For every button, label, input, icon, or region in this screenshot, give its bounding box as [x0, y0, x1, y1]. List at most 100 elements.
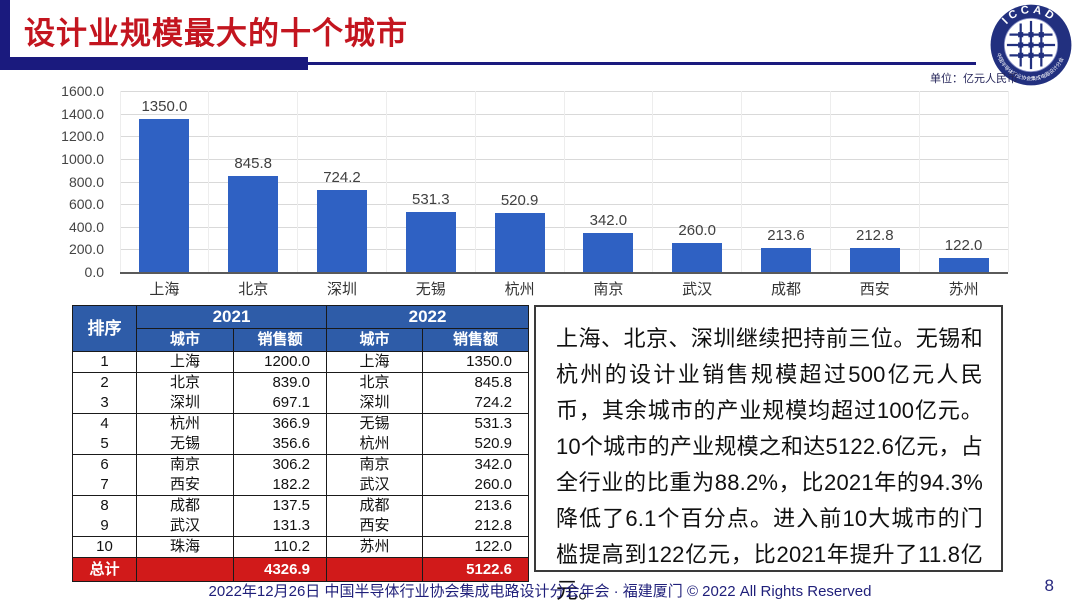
cell-sales2021: 137.5 — [232, 495, 328, 516]
vertical-gridline — [208, 91, 210, 272]
x-category-label: 深圳 — [326, 281, 357, 298]
cell-city2022: 南京 — [326, 454, 424, 475]
table-header-sales-2022: 销售额 — [422, 328, 530, 352]
bar-value-label: 260.0 — [678, 221, 716, 239]
bar-武汉 — [672, 242, 723, 272]
summary-text: 上海、北京、深圳继续把持前三位。无锡和杭州的设计业销售规模超过500亿元人民币，… — [556, 326, 983, 603]
total-empty-city-2022 — [326, 557, 424, 582]
table-row: 2 北京 839.0 北京 845.8 — [72, 372, 530, 393]
table-header-city-2021: 城市 — [136, 328, 234, 352]
bar-value-label: 845.8 — [234, 155, 272, 173]
table-row: 10 珠海 110.2 苏州 122.0 — [72, 536, 530, 558]
table-row: 4 杭州 366.9 无锡 531.3 — [72, 413, 530, 434]
bar-value-label: 520.9 — [500, 192, 539, 210]
cell-city2022: 深圳 — [326, 393, 424, 414]
cell-city2021: 南京 — [136, 454, 234, 475]
table-row: 8 成都 137.5 成都 213.6 — [72, 495, 530, 516]
title-underline-thick — [0, 57, 308, 70]
cell-sales2021: 697.1 — [232, 393, 328, 414]
summary-text-box: 上海、北京、深圳继续把持前三位。无锡和杭州的设计业销售规模超过500亿元人民币，… — [534, 305, 1003, 603]
table-row: 6 南京 306.2 南京 342.0 — [72, 454, 530, 475]
bar-group-深圳: 724.2 — [298, 91, 387, 272]
y-tick-label: 600.0 — [68, 196, 104, 213]
bar-苏州 — [938, 258, 989, 272]
footer-text: 2022年12月26日 中国半导体行业协会集成电路设计分会年会 · 福建厦门 ©… — [208, 583, 872, 600]
cell-sales2021: 356.6 — [232, 434, 328, 455]
cell-rank: 8 — [72, 495, 137, 516]
y-tick-label: 1000.0 — [61, 150, 104, 167]
bar-group-武汉: 260.0 — [653, 91, 742, 272]
cell-city2021: 无锡 — [136, 434, 234, 455]
bar-group-南京: 342.0 — [564, 91, 653, 272]
cell-rank: 3 — [72, 393, 137, 414]
bar-group-西安: 212.8 — [830, 91, 919, 272]
bar-value-label: 212.8 — [856, 226, 894, 244]
table-row: 3 深圳 697.1 深圳 724.2 — [72, 393, 530, 414]
x-category-label: 南京 — [593, 281, 624, 298]
cell-rank: 1 — [72, 351, 137, 373]
cell-city2022: 苏州 — [326, 536, 424, 558]
table-total-row: 总计 4326.9 5122.6 — [72, 557, 530, 582]
vertical-gridline — [297, 91, 299, 272]
bar-group-北京: 845.8 — [209, 91, 298, 272]
page-title: 设计业规模最大的十个城市 — [24, 16, 408, 51]
y-tick-label: 0.0 — [84, 264, 104, 280]
total-label: 总计 — [72, 557, 137, 582]
left-accent-bar — [0, 0, 10, 57]
total-sales-2022: 5122.6 — [422, 557, 530, 582]
title-underline-thin — [308, 62, 976, 65]
cell-city2021: 深圳 — [136, 393, 234, 414]
cell-city2021: 西安 — [136, 475, 234, 496]
table-header-rank: 排序 — [72, 305, 137, 352]
bar-value-label: 531.3 — [412, 190, 450, 208]
x-category-label: 北京 — [238, 281, 269, 298]
bar-value-label: 213.6 — [767, 226, 805, 244]
x-category-label: 成都 — [770, 281, 801, 298]
cell-sales2021: 839.0 — [232, 372, 328, 393]
y-tick-label: 1600.0 — [61, 83, 104, 99]
table-header-2022: 2022 — [326, 305, 530, 329]
x-category-label: 上海 — [149, 281, 180, 298]
cell-sales2022: 212.8 — [422, 516, 530, 537]
bar-杭州 — [494, 213, 545, 272]
x-category-label: 杭州 — [504, 281, 535, 298]
cell-sales2021: 1200.0 — [232, 351, 328, 373]
vertical-gridline — [563, 91, 565, 272]
x-category-label: 武汉 — [682, 281, 713, 298]
iccad-logo-icon: ICCAD 中国半导体行业协会集成电路设计分会 — [990, 4, 1072, 86]
page-number: 8 — [1044, 576, 1054, 595]
city-ranking-table: 排序 2021 2022 城市 销售额 城市 销售额 1 上海 1200.0 上海 13… — [72, 305, 530, 582]
bar-value-label: 342.0 — [589, 212, 628, 230]
cell-rank: 4 — [72, 413, 137, 434]
bar-南京 — [583, 233, 634, 272]
cell-city2022: 上海 — [326, 351, 424, 373]
cell-city2021: 成都 — [136, 495, 234, 516]
table-row: 9 武汉 131.3 西安 212.8 — [72, 516, 530, 537]
cell-sales2022: 531.3 — [422, 413, 530, 434]
cell-rank: 7 — [72, 475, 137, 496]
bar-无锡 — [405, 211, 456, 272]
cell-city2022: 武汉 — [326, 475, 424, 496]
vertical-gridline — [652, 91, 654, 272]
cell-city2021: 北京 — [136, 372, 234, 393]
y-tick-label: 800.0 — [68, 173, 104, 190]
cell-sales2022: 122.0 — [422, 536, 530, 558]
cell-rank: 5 — [72, 434, 137, 455]
vertical-gridline — [385, 91, 387, 272]
cell-rank: 6 — [72, 454, 137, 475]
total-empty-city-2021 — [136, 557, 234, 582]
chart-y-axis-labels: 1600.0 1400.0 1200.0 1000.0 800.0 600.0 400.0 2… — [46, 83, 110, 280]
cell-sales2021: 366.9 — [232, 413, 328, 434]
y-tick-label: 1400.0 — [61, 105, 104, 122]
bar-value-label: 1350.0 — [141, 98, 188, 116]
cell-sales2021: 131.3 — [232, 516, 328, 537]
bar-value-label: 724.2 — [323, 169, 361, 187]
y-tick-label: 1200.0 — [61, 128, 104, 145]
bar-series: 1350.0 845.8 724.2 531.3 520.9 342.0 260.0 213.… — [120, 91, 1008, 272]
x-category-label: 无锡 — [415, 281, 446, 298]
table-row: 1 上海 1200.0 上海 1350.0 — [72, 351, 530, 373]
table-row: 5 无锡 356.6 杭州 520.9 — [72, 434, 530, 455]
chart-x-axis-labels: 上海 北京 深圳 无锡 杭州 南京 武汉 成都 西安 苏州 — [120, 278, 1008, 299]
cell-city2022: 成都 — [326, 495, 424, 516]
